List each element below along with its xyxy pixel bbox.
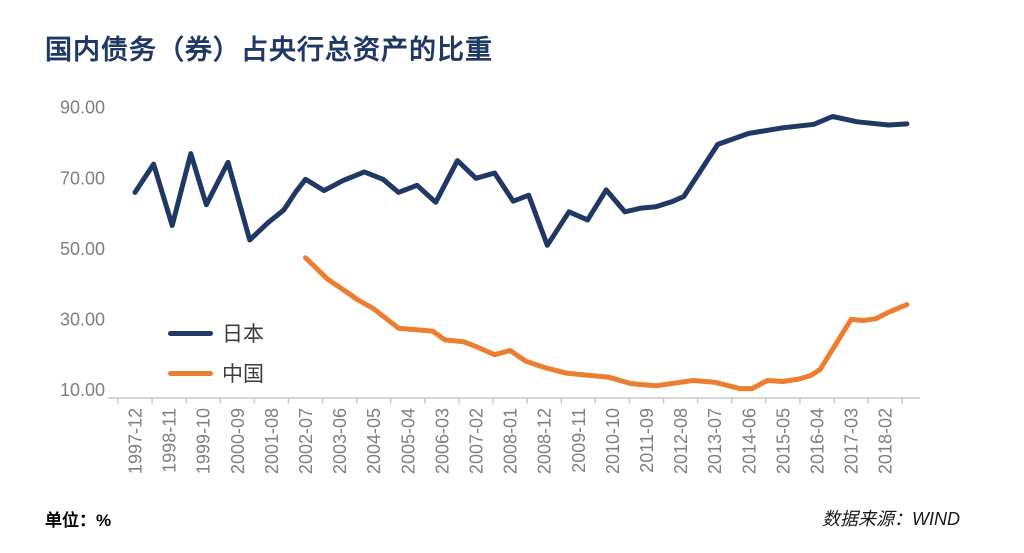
svg-text:2012-08: 2012-08: [671, 408, 691, 474]
japan-line-swatch: [168, 330, 213, 336]
svg-text:2013-07: 2013-07: [705, 408, 725, 474]
page-title: 国内债务（券）占央行总资产的比重: [45, 35, 493, 65]
svg-text:2007-02: 2007-02: [467, 408, 487, 474]
svg-text:70.00: 70.00: [60, 168, 105, 188]
chart-legend: 日本 中国: [168, 313, 264, 393]
svg-text:2005-04: 2005-04: [398, 408, 418, 474]
y-axis-labels: 90.00 70.00 50.00 30.00 10.00: [60, 98, 105, 400]
svg-text:2004-05: 2004-05: [364, 408, 384, 474]
svg-text:2018-02: 2018-02: [876, 408, 896, 474]
legend-label-japan: 日本: [222, 323, 264, 346]
svg-text:2015-05: 2015-05: [773, 408, 793, 474]
svg-text:50.00: 50.00: [60, 239, 105, 259]
svg-text:2001-08: 2001-08: [262, 408, 282, 474]
china-line-swatch: [168, 370, 213, 376]
series-日本: [132, 114, 910, 248]
x-axis: [108, 397, 920, 404]
svg-text:1997-12: 1997-12: [126, 408, 146, 474]
svg-text:90.00: 90.00: [60, 98, 105, 118]
svg-text:10.00: 10.00: [60, 380, 105, 400]
svg-text:2016-04: 2016-04: [808, 408, 828, 474]
svg-text:2002-07: 2002-07: [296, 408, 316, 474]
series-中国: [303, 255, 910, 392]
svg-text:30.00: 30.00: [60, 309, 105, 329]
svg-text:2000-09: 2000-09: [228, 408, 248, 474]
svg-text:1998-11: 1998-11: [160, 408, 180, 473]
data-source-label: 数据来源：WIND: [822, 509, 960, 529]
svg-text:2008-01: 2008-01: [501, 408, 521, 474]
svg-text:2017-03: 2017-03: [842, 408, 862, 474]
legend-label-china: 中国: [222, 363, 264, 386]
svg-text:2009-11: 2009-11: [569, 408, 589, 473]
svg-text:2010-10: 2010-10: [603, 408, 623, 474]
svg-text:2008-12: 2008-12: [535, 408, 555, 474]
svg-text:1999-10: 1999-10: [194, 408, 214, 474]
legend-item-china: 中国: [168, 353, 264, 393]
svg-text:2006-03: 2006-03: [432, 408, 452, 474]
unit-label: 单位：%: [45, 511, 112, 530]
svg-text:2014-06: 2014-06: [739, 408, 759, 474]
legend-item-japan: 日本: [168, 313, 264, 353]
x-axis-labels: 1997-12 1998-11 1999-10 2000-09 2001-08 2002-…: [126, 408, 896, 474]
svg-text:2011-09: 2011-09: [637, 408, 657, 473]
svg-text:2003-06: 2003-06: [330, 408, 350, 474]
